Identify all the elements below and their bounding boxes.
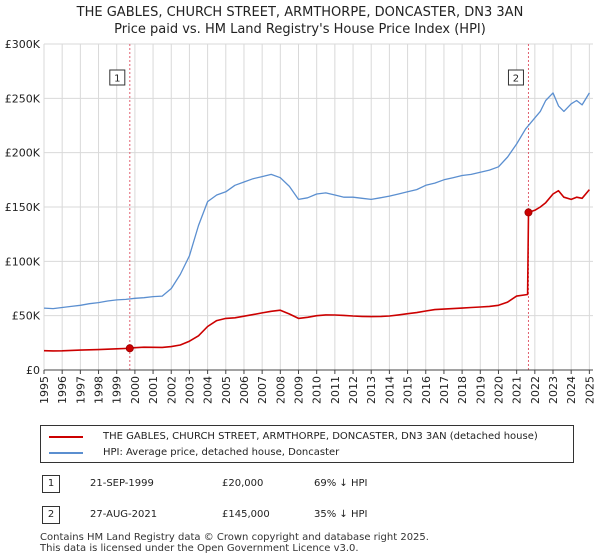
x-tick-label-2012: 2012 [347, 376, 360, 404]
annotation-badge-label-1: 1 [114, 74, 120, 85]
x-tick-label-2013: 2013 [365, 376, 378, 404]
x-tick-label-2003: 2003 [183, 376, 196, 404]
x-tick-label-2014: 2014 [383, 376, 396, 404]
x-tick-label-2006: 2006 [238, 376, 251, 404]
x-tick-label-2023: 2023 [547, 376, 560, 404]
x-tick-label-2011: 2011 [329, 376, 342, 404]
x-tick-label-2008: 2008 [274, 376, 287, 404]
x-tick-label-2009: 2009 [293, 376, 306, 404]
transaction-badge-2: 2 [42, 506, 60, 524]
x-tick-label-1999: 1999 [111, 376, 124, 404]
y-tick-label-3: £150K [5, 201, 41, 214]
x-tick-label-2020: 2020 [492, 376, 505, 404]
annotation-badge-label-2: 2 [513, 74, 519, 85]
y-tick-label-0: £0 [26, 364, 40, 377]
x-tick-label-2021: 2021 [511, 376, 524, 404]
x-tick-label-2000: 2000 [129, 376, 142, 404]
x-tick-label-1996: 1996 [56, 376, 69, 404]
annotation-badge-2 [507, 69, 524, 86]
x-tick-label-2019: 2019 [474, 376, 487, 404]
x-tick-label-2018: 2018 [456, 376, 469, 404]
x-tick-label-2007: 2007 [256, 376, 269, 404]
x-tick-label-2022: 2022 [529, 376, 542, 404]
chart-subtitle: Price paid vs. HM Land Registry's House … [114, 22, 486, 37]
x-tick-label-2001: 2001 [147, 376, 160, 404]
chart-title: THE GABLES, CHURCH STREET, ARMTHORPE, DO… [76, 5, 524, 20]
transaction-hpi-1: 69% ↓ HPI [314, 478, 368, 489]
x-tick-label-2025: 2025 [583, 376, 596, 404]
x-tick-label-2016: 2016 [420, 376, 433, 404]
y-tick-label-1: £50K [12, 310, 41, 323]
y-tick-label-2: £100K [5, 255, 41, 268]
transaction-date-2: 27-AUG-2021 [90, 509, 158, 520]
legend-swatch-hpi [49, 452, 83, 454]
series-line-hpi [43, 92, 590, 310]
sale-point-2 [524, 208, 533, 217]
x-tick-label-2005: 2005 [220, 376, 233, 404]
transaction-price-1: £20,000 [222, 478, 264, 489]
x-tick-label-2024: 2024 [565, 376, 578, 404]
footer-licence: This data is licensed under the Open Gov… [40, 543, 359, 554]
x-tick-label-2002: 2002 [165, 376, 178, 404]
y-tick-label-6: £300K [5, 38, 41, 51]
x-tick-label-2010: 2010 [311, 376, 324, 404]
legend-label-hpi: HPI: Average price, detached house, Donc… [103, 447, 340, 458]
footer-copyright: Contains HM Land Registry data © Crown c… [40, 532, 429, 543]
x-tick-label-2017: 2017 [438, 376, 451, 404]
x-tick-label-2015: 2015 [402, 376, 415, 404]
price-chart: £0 £50K £100K £150K £200K £250K £300K 1995 1996 1… [5, 38, 597, 404]
chart-legend: THE GABLES, CHURCH STREET, ARMTHORPE, DO… [40, 425, 574, 463]
annotation-badge-1 [109, 69, 126, 86]
legend-swatch-property [49, 436, 83, 438]
transaction-date-1: 21-SEP-1999 [90, 478, 154, 489]
series-line-property [43, 189, 591, 352]
x-tick-label-2004: 2004 [202, 376, 215, 404]
x-tick-label-1998: 1998 [93, 376, 106, 404]
transaction-badge-1: 1 [42, 475, 60, 493]
transaction-hpi-2: 35% ↓ HPI [314, 509, 368, 520]
y-tick-label-5: £250K [5, 92, 41, 105]
x-tick-label-1995: 1995 [38, 376, 51, 404]
y-tick-label-4: £200K [5, 147, 41, 160]
sale-point-1 [125, 344, 134, 353]
transaction-price-2: £145,000 [222, 509, 270, 520]
legend-label-property: THE GABLES, CHURCH STREET, ARMTHORPE, DO… [103, 431, 538, 442]
x-tick-label-1997: 1997 [74, 376, 87, 404]
